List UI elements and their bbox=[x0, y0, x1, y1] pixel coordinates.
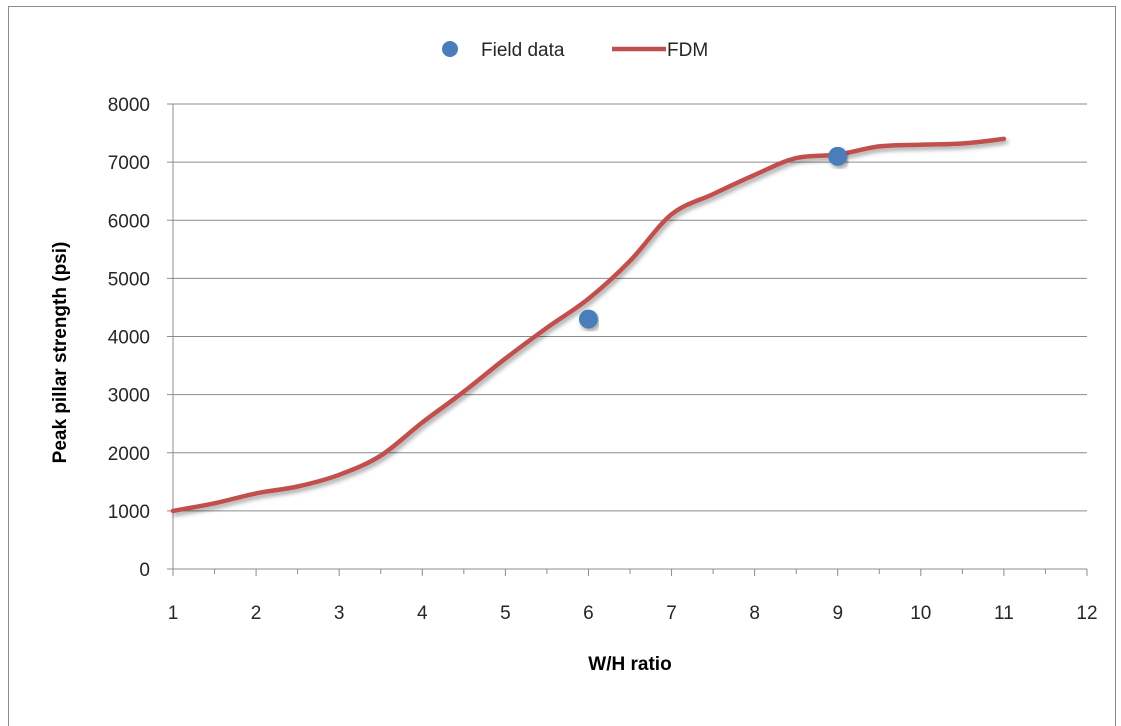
x-tick-label-12: 12 bbox=[1076, 603, 1097, 624]
series-line-fdm bbox=[170, 136, 1007, 514]
series-layer bbox=[170, 136, 1007, 514]
x-tick-label-3: 3 bbox=[334, 603, 345, 624]
gridlines bbox=[167, 103, 1087, 570]
chart: Field data FDM 0 1000 2000 3000 4000 5000 6000 7… bbox=[50, 40, 1098, 675]
y-tick-label-5000: 5000 bbox=[108, 269, 150, 290]
x-tick-label-11: 11 bbox=[994, 603, 1014, 624]
y-tick-label-8000: 8000 bbox=[108, 95, 150, 116]
legend-label-field-data: Field data bbox=[481, 40, 565, 61]
y-tick-label-6000: 6000 bbox=[108, 211, 150, 232]
x-tick-label-2: 2 bbox=[251, 603, 262, 624]
legend-marker-field-data bbox=[442, 41, 458, 57]
axes bbox=[172, 104, 1088, 576]
y-tick-label-1000: 1000 bbox=[108, 502, 150, 523]
x-tick-label-9: 9 bbox=[832, 603, 843, 624]
x-axis-title: W/H ratio bbox=[588, 654, 671, 675]
y-tick-label-4000: 4000 bbox=[108, 328, 150, 349]
data-point-field-1 bbox=[578, 309, 598, 329]
legend-label-fdm: FDM bbox=[667, 40, 708, 61]
x-tick-label-5: 5 bbox=[500, 603, 511, 624]
x-tick-label-1: 1 bbox=[168, 603, 179, 624]
data-point-field-2 bbox=[828, 146, 848, 166]
y-tick-label-3000: 3000 bbox=[108, 386, 150, 407]
chart-frame bbox=[8, 6, 1116, 726]
x-tick-label-6: 6 bbox=[583, 603, 594, 624]
x-tick-label-10: 10 bbox=[910, 603, 931, 624]
x-tick-label-4: 4 bbox=[417, 603, 428, 624]
x-tick-label-7: 7 bbox=[666, 603, 677, 624]
x-tick-label-8: 8 bbox=[749, 603, 760, 624]
y-axis-title: Peak pillar strength (psi) bbox=[50, 242, 71, 464]
legend: Field data FDM bbox=[442, 40, 708, 61]
y-tick-label-2000: 2000 bbox=[108, 444, 150, 465]
y-tick-label-7000: 7000 bbox=[108, 153, 150, 174]
y-tick-label-0: 0 bbox=[139, 560, 150, 581]
